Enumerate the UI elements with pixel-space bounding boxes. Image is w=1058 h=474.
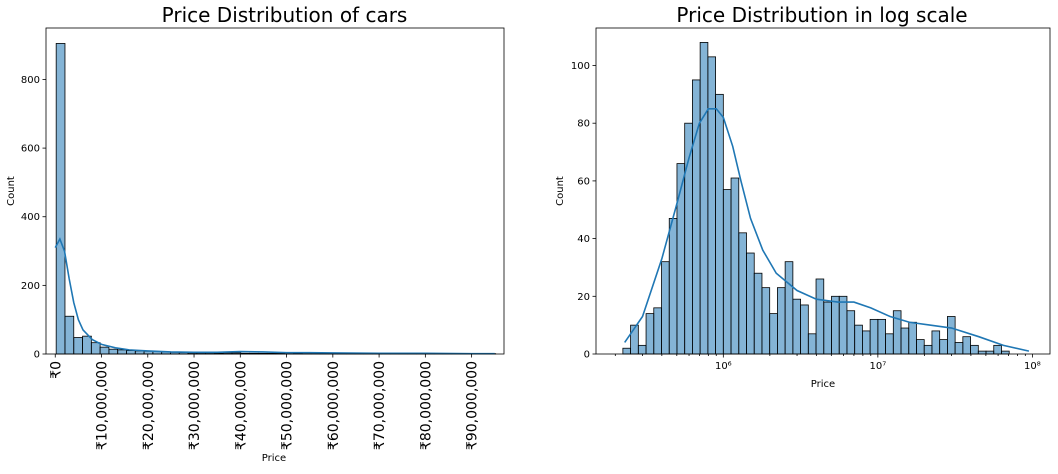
x-tick-label: ₹70,000,000: [372, 361, 388, 450]
x-tick-label: ₹20,000,000: [141, 361, 157, 450]
histogram-bar: [916, 340, 924, 354]
histogram-bar: [739, 233, 747, 354]
histogram-bar: [777, 288, 785, 354]
histogram-bar: [963, 337, 971, 354]
histogram-bar: [74, 338, 83, 354]
histogram-bar: [56, 43, 65, 354]
histogram-bar: [808, 334, 816, 354]
histogram-bar: [654, 308, 662, 354]
x-tick-label: ₹40,000,000: [233, 361, 249, 450]
histogram-bar: [700, 42, 708, 354]
histogram-bar: [878, 319, 886, 354]
histogram-bar: [978, 351, 986, 354]
histogram-bar: [723, 190, 731, 354]
histogram-bar: [109, 349, 118, 354]
histogram-bar: [994, 345, 1002, 354]
y-axis-label: Count: [555, 176, 566, 206]
histogram-bar: [855, 325, 863, 354]
histogram-bars: [623, 42, 1009, 354]
histogram-bar: [127, 351, 136, 354]
histogram-bar: [971, 345, 979, 354]
histogram-bar: [839, 296, 847, 354]
y-tick-label: 0: [34, 350, 40, 361]
y-axis-ticks: 0 200 400 600 800: [21, 75, 46, 361]
histogram-bar: [924, 345, 932, 354]
x-axis-label: Price: [811, 379, 835, 390]
y-axis-label: Count: [6, 176, 17, 206]
kde-layer: [55, 239, 495, 354]
histogram-bar: [692, 80, 700, 354]
y-tick-label: 400: [21, 212, 40, 223]
histogram-bar: [785, 262, 793, 354]
histogram-bar: [770, 314, 778, 354]
y-tick-label: 0: [584, 350, 590, 361]
histogram-bar: [832, 296, 840, 354]
chart-title: Price Distribution of cars: [162, 3, 408, 27]
kde-line: [55, 239, 495, 354]
histogram-bar: [886, 334, 894, 354]
histogram-bar: [623, 348, 631, 354]
price-distribution-log-panel: Price Distribution in log scale Price Co…: [555, 3, 1050, 390]
y-tick-label: 40: [577, 234, 590, 245]
histogram-bar: [646, 314, 654, 354]
histogram-bar: [940, 340, 948, 354]
histogram-bar: [83, 336, 92, 354]
x-axis-label: Price: [262, 453, 286, 464]
histogram-bar: [816, 279, 824, 354]
histogram-bar: [716, 94, 724, 354]
x-tick-label: ₹80,000,000: [418, 361, 434, 450]
y-tick-label: 600: [21, 144, 40, 155]
histogram-bar: [793, 299, 801, 354]
histogram-bar: [901, 328, 909, 354]
x-tick-label: ₹10,000,000: [95, 361, 111, 450]
plot-frame: [46, 28, 504, 354]
y-tick-label: 100: [571, 61, 590, 72]
x-tick-label: ₹50,000,000: [280, 361, 296, 450]
histogram-bar: [100, 347, 109, 354]
y-tick-label: 200: [21, 281, 40, 292]
x-tick-label: 10⁸: [1024, 361, 1041, 372]
histogram-bar: [1001, 351, 1009, 354]
histogram-bar: [731, 178, 739, 354]
histogram-bar: [118, 350, 127, 354]
histogram-bar: [762, 288, 770, 354]
x-tick-label: ₹0: [48, 361, 64, 379]
y-tick-label: 60: [577, 176, 590, 187]
histogram-bar: [754, 273, 762, 354]
histogram-bar: [862, 331, 870, 354]
histogram-bar: [909, 322, 917, 354]
y-tick-label: 20: [577, 292, 590, 303]
price-distribution-linear-panel: Price Distribution of cars Price Count 0…: [6, 3, 504, 464]
histogram-bar: [747, 253, 755, 354]
histogram-bar: [669, 218, 677, 354]
histogram-bar: [677, 164, 685, 354]
histogram-bar: [708, 57, 716, 354]
histogram-bar: [91, 343, 100, 354]
histogram-bar: [870, 319, 878, 354]
x-tick-label: 10⁶: [715, 361, 732, 372]
histogram-bar: [824, 302, 832, 354]
x-axis-ticks: 10⁶ 10⁷ 10⁸: [615, 354, 1040, 372]
histogram-bar: [847, 311, 855, 354]
x-tick-label: ₹30,000,000: [187, 361, 203, 450]
histogram-bar: [662, 262, 670, 354]
histogram-bar: [932, 331, 940, 354]
histogram-bar: [638, 345, 646, 354]
histogram-bar: [955, 342, 963, 354]
y-tick-label: 80: [577, 119, 590, 130]
y-tick-label: 800: [21, 75, 40, 86]
x-axis-ticks: ₹0 ₹10,000,000 ₹20,000,000 ₹30,000,000 ₹40,0…: [48, 354, 480, 450]
x-tick-label: 10⁷: [869, 361, 886, 372]
histogram-bars: [56, 43, 495, 354]
x-tick-label: ₹60,000,000: [326, 361, 342, 450]
y-axis-ticks: 0 20 40 60 80 100: [571, 61, 596, 360]
histogram-bar: [65, 316, 74, 354]
chart-title: Price Distribution in log scale: [676, 3, 967, 27]
histogram-bar: [947, 317, 955, 355]
x-tick-label: ₹90,000,000: [465, 361, 481, 450]
histogram-bar: [986, 351, 994, 354]
histogram-bar: [801, 305, 809, 354]
